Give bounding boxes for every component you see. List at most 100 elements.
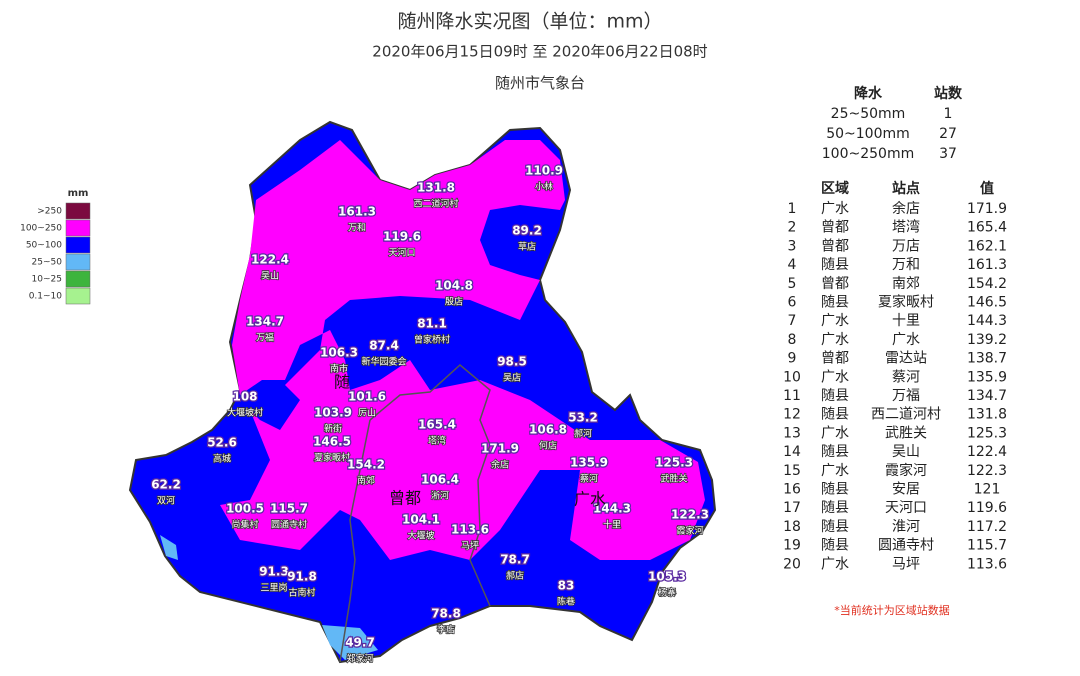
ranking-cell: 广水 — [821, 556, 849, 572]
station-value: 104.1 — [402, 513, 440, 527]
ranking-cell: 万和 — [892, 257, 920, 273]
legend-swatch — [65, 253, 91, 271]
ranking-cell: 随县 — [821, 444, 849, 460]
ranking-cell: 121 — [974, 482, 1001, 498]
station-value: 89.2 — [512, 224, 542, 238]
ranking-cell: 夏家畈村 — [878, 294, 934, 311]
ranking-cell: 曾都 — [821, 351, 849, 367]
station-name: 南市 — [330, 363, 348, 375]
region-label: 广水 — [574, 490, 606, 509]
ranking-cell: 20 — [783, 556, 801, 572]
station-value: 103.9 — [314, 406, 352, 420]
legend-swatch — [65, 219, 91, 237]
ranking-cell: 安居 — [892, 482, 920, 498]
legend-swatch — [65, 270, 91, 288]
station-value: 154.2 — [347, 458, 385, 472]
station-value: 165.4 — [418, 418, 456, 432]
ranking-cell: 122.3 — [967, 463, 1007, 479]
station-name: 古南村 — [288, 587, 315, 599]
ranking-cell: 随县 — [821, 538, 849, 554]
station-name: 夏家畈村 — [314, 452, 350, 464]
ranking-cell: 4 — [788, 257, 797, 273]
station-value: 104.8 — [435, 279, 473, 293]
ranking-cell: 15 — [783, 463, 801, 479]
ranking-cell: 1 — [788, 201, 797, 217]
legend-label: 0.1~10 — [29, 292, 63, 302]
station-name: 李店 — [437, 624, 455, 636]
legend-title: mm — [68, 188, 89, 199]
station-value: 101.6 — [348, 390, 386, 404]
station-name: 小林 — [535, 181, 553, 193]
ranking-cell: 圆通寺村 — [878, 538, 934, 554]
ranking-header: 区域 — [821, 180, 849, 197]
station-name: 郑家河 — [346, 653, 373, 665]
summary-cell: 37 — [939, 146, 957, 162]
station-value: 62.2 — [151, 478, 181, 492]
ranking-cell: 122.4 — [967, 444, 1007, 460]
ranking-cell: 162.1 — [967, 238, 1007, 254]
summary-header: 降水 — [854, 85, 883, 102]
light-rain-patch — [322, 625, 378, 660]
summary-header: 站数 — [934, 85, 963, 102]
ranking-cell: 十里 — [892, 313, 920, 329]
ranking-cell: 6 — [788, 295, 797, 311]
station-value: 81.1 — [417, 317, 447, 331]
ranking-cell: 146.5 — [967, 295, 1007, 311]
station-name: 霞家河 — [676, 525, 703, 537]
org: 随州市气象台 — [495, 74, 585, 92]
ranking-cell: 万店 — [892, 238, 920, 254]
station-value: 106.8 — [529, 423, 567, 437]
ranking-cell: 16 — [783, 482, 801, 498]
ranking-header: 值 — [980, 180, 994, 197]
ranking-cell: 12 — [783, 407, 801, 423]
heavy-rain-zone — [220, 140, 705, 560]
station-name: 马坪 — [461, 541, 479, 552]
ranking-header: 站点 — [892, 180, 920, 197]
station-name: 草店 — [518, 241, 536, 253]
station-value: 108 — [232, 390, 257, 404]
station-name: 郝河 — [574, 428, 592, 440]
station-value: 110.9 — [525, 164, 563, 178]
station-name: 大堰坡村 — [227, 407, 263, 419]
region-label: 随 — [334, 373, 350, 392]
ranking-cell: 随县 — [821, 257, 849, 273]
ranking-cell: 165.4 — [967, 220, 1007, 236]
station-value: 134.7 — [246, 315, 284, 329]
ranking-cell: 117.2 — [967, 519, 1007, 535]
station-value: 98.5 — [497, 355, 527, 369]
ranking-cell: 广水 — [821, 425, 849, 441]
station-name: 南郊 — [357, 475, 375, 487]
ranking-cell: 马坪 — [892, 556, 920, 572]
ranking-cell: 余店 — [892, 200, 920, 217]
region-label: 曾都 — [389, 489, 421, 508]
ranking-cell: 119.6 — [967, 500, 1007, 516]
ranking-cell: 西二道河村 — [871, 407, 941, 423]
ranking-cell: 曾都 — [821, 276, 849, 292]
station-name: 西二道河村 — [413, 198, 458, 210]
ranking-cell: 淮河 — [892, 519, 920, 535]
station-name: 曾家桥村 — [414, 334, 450, 346]
ranking-cell: 2 — [788, 220, 797, 236]
station-value: 146.5 — [313, 435, 351, 449]
station-value: 131.8 — [417, 181, 455, 195]
subtitle: 2020年06月15日09时 至 2020年06月22日08时 — [372, 43, 707, 61]
station-value: 122.3 — [671, 508, 709, 522]
ranking-cell: 14 — [783, 444, 801, 460]
station-name: 三里岗 — [260, 583, 287, 594]
station-name: 何店 — [539, 440, 557, 452]
station-value: 91.3 — [259, 565, 289, 579]
title: 随州降水实况图（单位：mm） — [397, 11, 662, 33]
ranking-cell: 随县 — [821, 482, 849, 498]
ranking-cell: 广水 — [821, 369, 849, 385]
station-name: 蔡河 — [580, 473, 598, 485]
ranking-cell: 131.8 — [967, 407, 1007, 423]
station-value: 122.4 — [251, 253, 289, 267]
ranking-cell: 8 — [788, 332, 797, 348]
ranking-cell: 随县 — [821, 519, 849, 535]
station-value: 78.7 — [500, 553, 530, 567]
station-value: 83 — [558, 579, 575, 593]
station-value: 53.2 — [568, 411, 598, 425]
station-value: 105.3 — [648, 570, 686, 584]
